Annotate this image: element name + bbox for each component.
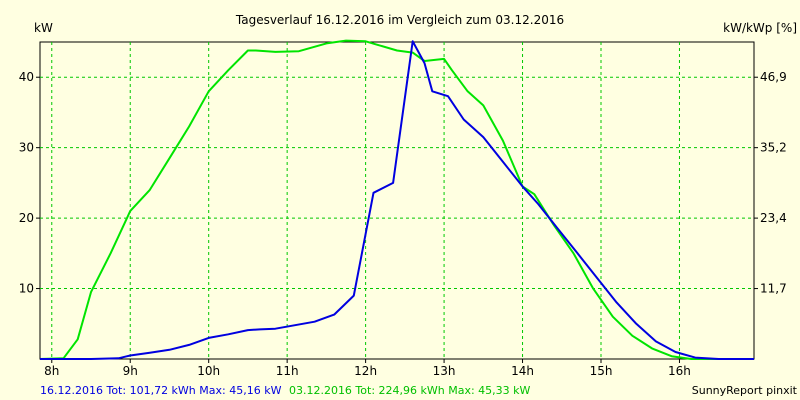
legend-blue-series: 16.12.2016 Tot: 101,72 kWh Max: 45,16 kW (40, 384, 282, 397)
x-tick-label: 8h (44, 364, 59, 378)
chart-title: Tagesverlauf 16.12.2016 im Vergleich zum… (235, 13, 564, 27)
y-tick-label-right: 35,2 (760, 141, 787, 155)
x-tick-label: 14h (511, 364, 534, 378)
y-tick-label-left: 40 (19, 70, 34, 84)
series-layer (39, 39, 754, 360)
legend-footer: 16.12.2016 Tot: 101,72 kWh Max: 45,16 kW… (40, 384, 531, 397)
x-tick-label: 11h (276, 364, 299, 378)
grid-lines (36, 42, 758, 363)
tick-labels: 8h 9h 10h 11h 12h 13h 14h 15h 16h 10 20 30 40 11,7 23,… (19, 70, 787, 378)
x-tick-label: 15h (590, 364, 613, 378)
y-tick-label-left: 20 (19, 211, 34, 225)
credit-text: SunnyReport pinxit (692, 384, 798, 397)
y-axis-label-right: kW/kWp [%] (723, 21, 797, 35)
y-tick-label-left: 10 (19, 282, 34, 296)
y-tick-label-right: 46,9 (760, 70, 787, 84)
series-line-blue (40, 40, 754, 360)
x-tick-label: 10h (197, 364, 220, 378)
plot-area (39, 41, 755, 360)
x-tick-label: 16h (668, 364, 691, 378)
series-line-green (39, 39, 754, 360)
x-tick-label: 12h (354, 364, 377, 378)
legend-green-series: 03.12.2016 Tot: 224,96 kWh Max: 45,33 kW (289, 384, 531, 397)
y-axis-label-left: kW (34, 21, 53, 35)
y-tick-label-right: 23,4 (760, 211, 787, 225)
x-tick-label: 9h (123, 364, 138, 378)
y-tick-label-right: 11,7 (760, 282, 787, 296)
x-tick-label: 13h (433, 364, 456, 378)
y-tick-label-left: 30 (19, 141, 34, 155)
